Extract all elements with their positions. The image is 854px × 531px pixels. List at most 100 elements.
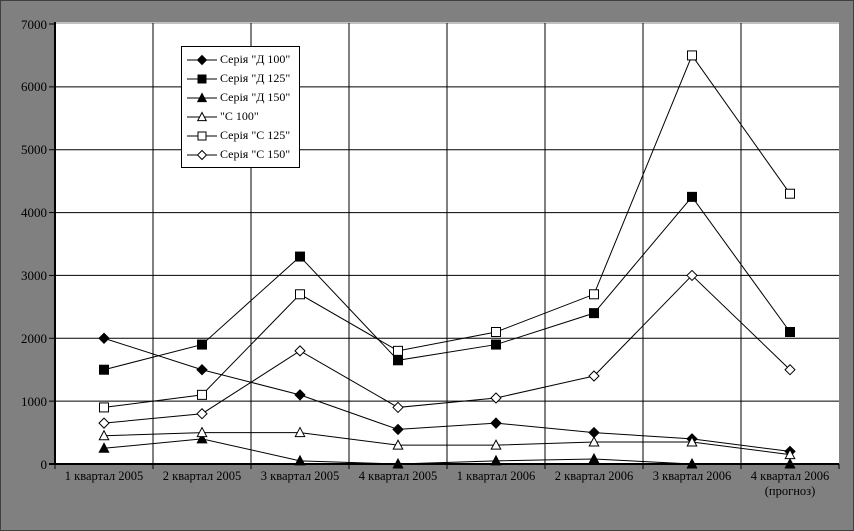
square-open-icon (197, 131, 207, 140)
diamond-open-icon (196, 408, 208, 420)
legend-key (187, 91, 217, 102)
triangle-open-icon (98, 429, 110, 441)
square-filled-icon (295, 251, 305, 262)
square-filled-icon (785, 327, 795, 337)
y-tick-label: 1000 (21, 393, 47, 409)
square-open-icon (393, 345, 403, 356)
diamond-filled-icon (196, 54, 208, 65)
triangle-open-icon (196, 110, 208, 121)
legend-label: Серія "Д 100" (220, 52, 291, 66)
x-category-label: 3 квартал 2005 (260, 469, 340, 483)
triangle-open-icon (392, 439, 404, 450)
series-2 (99, 191, 795, 375)
triangle-open-icon (196, 426, 208, 438)
diamond-filled-icon (490, 417, 502, 429)
y-tick-label: 0 (40, 456, 48, 472)
triangle-open-icon (490, 439, 502, 450)
triangle-filled-icon (294, 454, 306, 466)
series-1 (98, 332, 796, 458)
triangle-open-icon (784, 448, 796, 460)
x-category-label: 2 квартал 2006 (554, 469, 634, 483)
legend-key (187, 149, 217, 160)
y-tick-label: 2000 (21, 330, 47, 346)
series-4 (98, 426, 796, 460)
square-filled-icon (197, 339, 207, 350)
legend-item: "С 100" (187, 108, 297, 126)
legend-label: "С 100" (220, 109, 259, 123)
triangle-open-icon (686, 435, 698, 447)
triangle-filled-icon (686, 457, 698, 469)
square-open-icon (295, 289, 305, 300)
x-category-label: 1 квартал 2006 (456, 469, 536, 483)
triangle-open-icon (588, 435, 600, 447)
square-open-icon (589, 289, 599, 300)
triangle-filled-icon (490, 454, 502, 466)
series-line (103, 274, 791, 424)
diamond-open-icon (294, 345, 306, 357)
y-tick-label: 3000 (21, 267, 47, 283)
legend-label: Серія "Д 150" (220, 90, 291, 104)
y-tick-label: 5000 (21, 142, 47, 158)
triangle-filled-icon (196, 432, 208, 444)
series-6 (98, 269, 796, 429)
square-filled-icon (393, 355, 403, 366)
legend-key (187, 54, 217, 65)
square-open-icon (197, 389, 207, 400)
x-category-label: 3 квартал 2006 (652, 469, 732, 483)
triangle-open-icon (294, 426, 306, 438)
legend-item: Серія "Д 100" (187, 51, 297, 69)
legend-label: Серія "С 150" (220, 147, 291, 161)
x-category-label: 4 квартал 2005 (358, 469, 438, 483)
square-filled-icon (687, 191, 697, 202)
legend-item: Серія "Д 125" (187, 70, 297, 88)
triangle-filled-icon (196, 91, 208, 102)
square-filled-icon (491, 339, 501, 350)
diamond-open-icon (588, 370, 600, 382)
square-open-icon (687, 50, 697, 61)
square-filled-icon (99, 364, 109, 375)
series-5 (99, 50, 795, 413)
legend-item: Серія "Д 150" (187, 89, 297, 107)
square-filled-icon (589, 308, 599, 319)
legend-label: Серія "Д 125" (220, 71, 291, 85)
y-tick-label: 7000 (21, 16, 47, 32)
diamond-open-icon (196, 149, 208, 160)
triangle-filled-icon (392, 457, 404, 469)
legend-label: Серія "С 125" (220, 128, 291, 142)
triangle-filled-icon (784, 457, 796, 469)
diamond-open-icon (98, 417, 110, 429)
square-open-icon (99, 402, 109, 413)
legend-key (187, 131, 217, 140)
diamond-filled-icon (294, 389, 306, 401)
series-line (103, 432, 791, 456)
series-line (103, 196, 791, 371)
legend-item: Серія "С 150" (187, 146, 297, 164)
series-line (103, 337, 791, 452)
y-tick-label: 6000 (21, 79, 47, 95)
legend-item: Серія "С 125" (187, 127, 297, 145)
square-open-icon (491, 327, 501, 337)
x-category-label: 1 квартал 2005 (64, 469, 144, 483)
y-tick-label: 4000 (21, 205, 47, 221)
square-open-icon (785, 188, 795, 199)
square-filled-icon (197, 74, 207, 83)
diamond-open-icon (490, 392, 502, 404)
diamond-filled-icon (392, 423, 404, 436)
triangle-filled-icon (588, 452, 600, 464)
series-line (103, 438, 790, 465)
triangle-filled-icon (98, 442, 110, 453)
x-category-label: 4 квартал 2006 (прогноз) (750, 469, 830, 498)
diamond-filled-icon (98, 332, 110, 344)
legend-key (187, 110, 217, 121)
x-category-label: 2 квартал 2005 (162, 469, 242, 483)
diamond-open-icon (784, 364, 796, 376)
legend: Серія "Д 100" Серія "Д 125" Серія "Д 150" "… (181, 46, 300, 168)
diamond-filled-icon (196, 364, 208, 376)
series-line (103, 54, 791, 408)
series-3 (98, 432, 796, 469)
diamond-open-icon (686, 269, 698, 282)
diamond-open-icon (392, 401, 404, 414)
legend-key (187, 74, 217, 83)
